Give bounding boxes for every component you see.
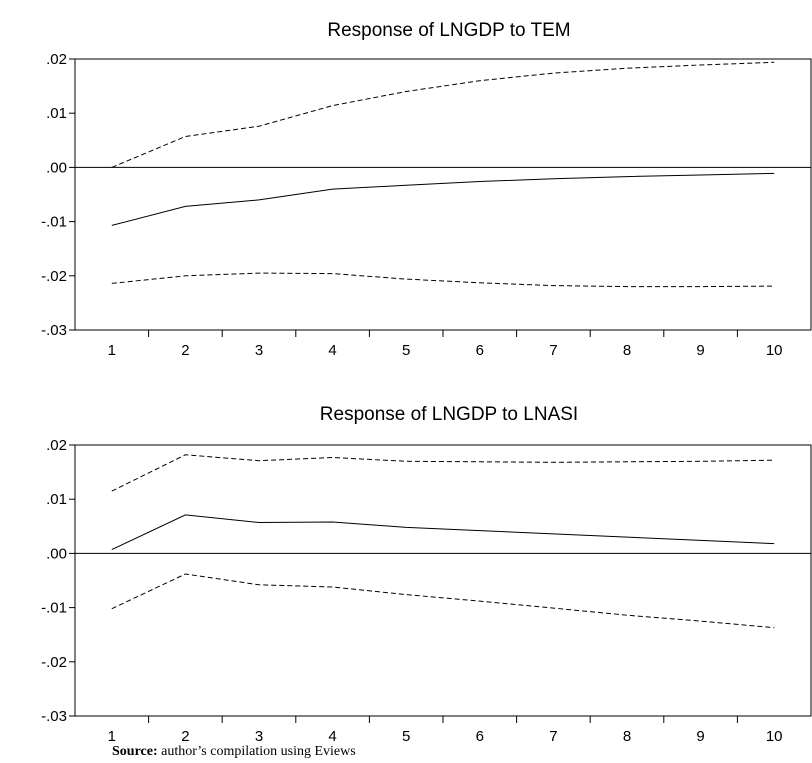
confidence-band-line	[111, 61, 775, 168]
y-tick-label: .00	[46, 159, 67, 176]
chart-panel-1: Response of LNGDP to TEM .02 .01 .00 -.01 -.0…	[41, 20, 812, 359]
confidence-band-line	[111, 454, 775, 492]
x-tick-label: 8	[623, 728, 631, 745]
source-text: author’s compilation using Eviews	[157, 744, 356, 759]
x-tick-label: 3	[255, 728, 263, 745]
x-tick-label: 3	[255, 342, 263, 359]
x-tick-label: 10	[766, 342, 783, 359]
y-tick-label: -.02	[41, 654, 67, 671]
y-tick-label: -.01	[41, 214, 67, 231]
y-tick-label: .01	[46, 491, 67, 508]
chart-title: Response of LNGDP to LNASI	[320, 404, 578, 425]
x-tick-label: 7	[549, 728, 557, 745]
y-tick-label: -.02	[41, 268, 67, 285]
x-tick-label: 1	[108, 728, 116, 745]
x-tick-label: 1	[108, 342, 116, 359]
x-tick-label: 9	[696, 728, 704, 745]
impulse-response-line	[111, 514, 775, 551]
x-tick-label: 6	[476, 728, 484, 745]
x-tick-label: 4	[328, 728, 336, 745]
source-note: Source: author’s compilation using Eview…	[112, 744, 356, 760]
x-tick-label: 7	[549, 342, 557, 359]
impulse-response-line	[111, 172, 775, 226]
x-tick-label: 9	[696, 342, 704, 359]
y-tick-label: .00	[46, 545, 67, 562]
y-tick-label: -.01	[41, 600, 67, 617]
x-tick-label: 5	[402, 342, 410, 359]
x-tick-label: 2	[181, 342, 189, 359]
confidence-band-line	[111, 573, 775, 629]
plot-frame	[74, 444, 812, 717]
y-tick-label: -.03	[41, 322, 67, 339]
plot-frame	[74, 58, 812, 331]
source-label: Source:	[112, 744, 158, 759]
y-tick-label: .02	[46, 437, 67, 454]
chart-panel-2: Response of LNGDP to LNASI .02 .01 .00 -.01 -…	[41, 404, 812, 745]
x-tick-label: 2	[181, 728, 189, 745]
y-tick-label: .01	[46, 105, 67, 122]
x-tick-label: 10	[766, 728, 783, 745]
confidence-band-line	[111, 272, 775, 288]
y-tick-label: .02	[46, 51, 67, 68]
x-tick-label: 4	[328, 342, 336, 359]
x-tick-label: 6	[476, 342, 484, 359]
x-tick-label: 5	[402, 728, 410, 745]
chart-title: Response of LNGDP to TEM	[327, 20, 570, 41]
y-tick-label: -.03	[41, 708, 67, 725]
x-tick-label: 8	[623, 342, 631, 359]
